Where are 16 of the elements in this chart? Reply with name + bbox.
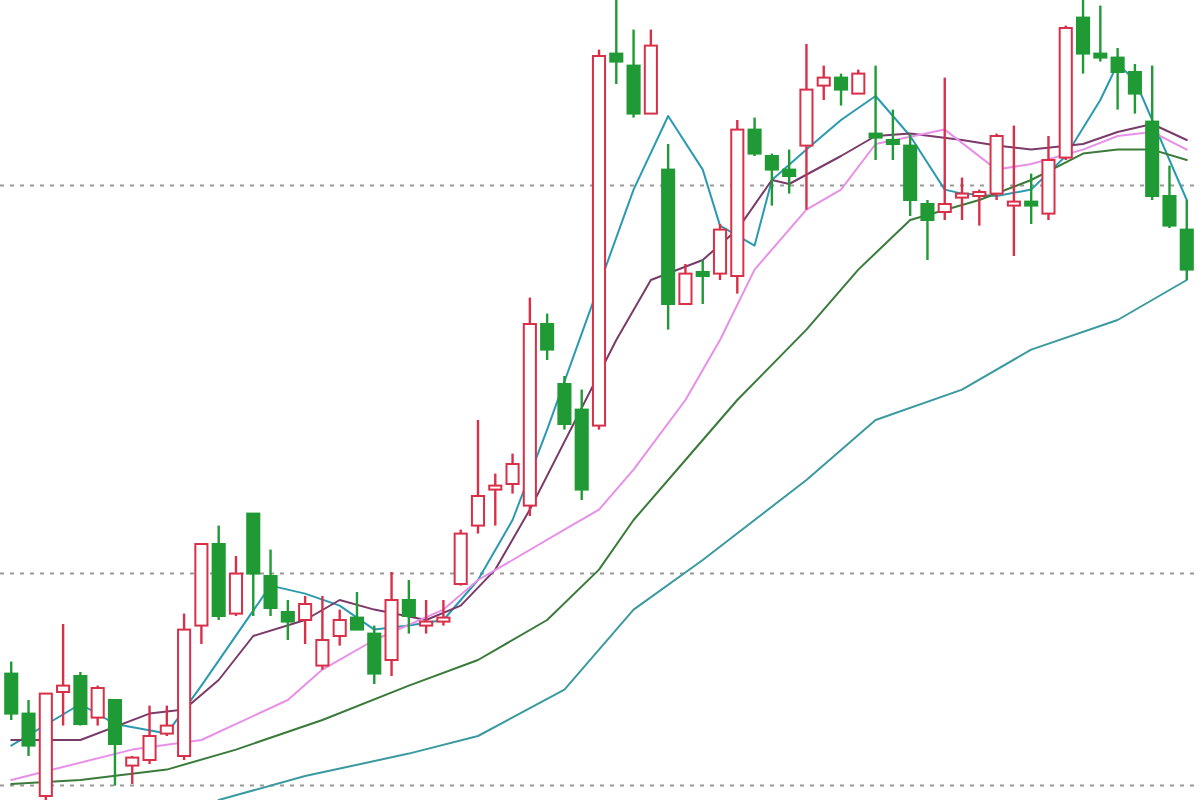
candlestick [557, 374, 572, 431]
candlestick [332, 608, 347, 647]
candlestick [920, 198, 935, 262]
candlestick [56, 622, 71, 727]
candlestick [1024, 172, 1039, 226]
candlestick [609, 0, 624, 86]
candlestick [661, 142, 676, 331]
candlestick [799, 42, 814, 211]
candlestick [1006, 124, 1021, 258]
candlestick [263, 548, 278, 618]
candlestick [868, 64, 883, 162]
candlestick [626, 28, 641, 119]
candlestick [1041, 134, 1056, 222]
candlestick [211, 524, 226, 622]
candlestick [315, 594, 330, 671]
candlestick [384, 570, 399, 678]
